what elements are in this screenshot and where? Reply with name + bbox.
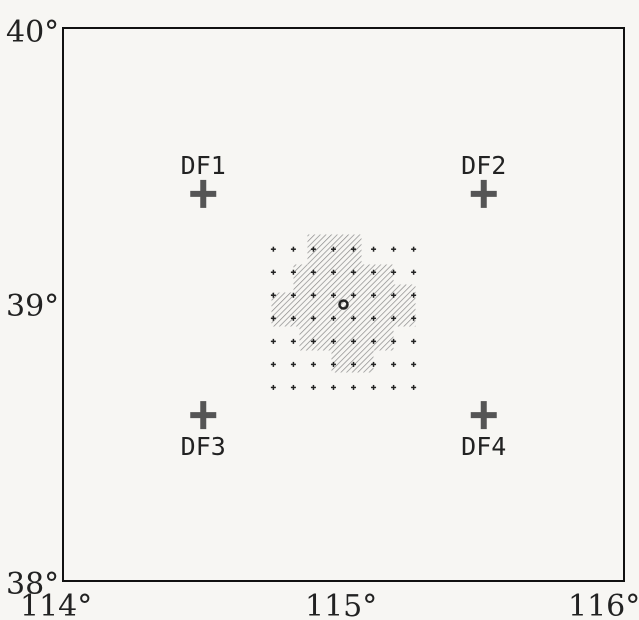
grid-point [290, 246, 296, 252]
grid-point [391, 246, 397, 252]
grid-point [290, 338, 296, 344]
grid-point [310, 384, 316, 390]
grid-point [310, 361, 316, 367]
grid-point [330, 361, 336, 367]
y-tick-39: 39° [6, 289, 59, 324]
grid-point [290, 269, 296, 275]
grid-point [270, 292, 276, 298]
grid-point [411, 292, 417, 298]
station-df2-label: DF2 [461, 151, 506, 180]
grid-point [330, 338, 336, 344]
station-df4-marker [470, 401, 497, 430]
grid-point [391, 315, 397, 321]
grid-point [371, 315, 377, 321]
grid-point [330, 269, 336, 275]
grid-point [371, 292, 377, 298]
grid-point [351, 361, 357, 367]
grid-point [351, 246, 357, 252]
grid-point [371, 338, 377, 344]
grid-point [411, 246, 417, 252]
grid-point [411, 269, 417, 275]
grid-point [371, 361, 377, 367]
station-df1-marker [190, 179, 217, 208]
grid-point [290, 292, 296, 298]
grid-point [411, 315, 417, 321]
grid-point [270, 361, 276, 367]
grid-point [411, 384, 417, 390]
grid-point [351, 338, 357, 344]
grid-point [270, 315, 276, 321]
grid-point [270, 338, 276, 344]
grid-points [270, 246, 417, 390]
grid-point [310, 292, 316, 298]
station-df1-label: DF1 [181, 151, 226, 180]
grid-point [351, 315, 357, 321]
y-tick-38: 38° [6, 567, 59, 602]
grid-point [411, 361, 417, 367]
grid-point [391, 361, 397, 367]
grid-point [391, 292, 397, 298]
station-df4-label: DF4 [461, 432, 506, 461]
station-labels: DF1 DF2 DF3 DF4 [181, 151, 507, 461]
grid-point [330, 292, 336, 298]
grid-point [371, 384, 377, 390]
grid-point [290, 361, 296, 367]
grid-point [371, 269, 377, 275]
grid-point [371, 246, 377, 252]
map-frame [62, 27, 625, 582]
shaded-region [271, 234, 416, 373]
x-tick-114: 114° [20, 589, 92, 620]
grid-point [391, 384, 397, 390]
center-marker [338, 299, 349, 310]
grid-point [290, 384, 296, 390]
x-tick-116: 116° [568, 589, 639, 620]
grid-point [290, 315, 296, 321]
grid-point [411, 338, 417, 344]
shaded-area [271, 234, 416, 373]
grid-point [310, 269, 316, 275]
grid-point [330, 246, 336, 252]
grid-point [351, 292, 357, 298]
x-tick-115: 115° [305, 589, 377, 620]
grid-point [310, 315, 316, 321]
station-df3-label: DF3 [181, 432, 226, 461]
grid-point [270, 246, 276, 252]
grid-point [330, 315, 336, 321]
grid-point [351, 269, 357, 275]
grid-point [391, 269, 397, 275]
stations [190, 179, 497, 430]
grid-point [330, 384, 336, 390]
grid-point [310, 338, 316, 344]
grid-point [270, 269, 276, 275]
grid-point [270, 384, 276, 390]
grid-point [351, 384, 357, 390]
station-df3-marker [190, 401, 217, 430]
grid-point [310, 246, 316, 252]
y-tick-40: 40° [6, 15, 59, 50]
grid-point [391, 338, 397, 344]
station-df2-marker [470, 179, 497, 208]
